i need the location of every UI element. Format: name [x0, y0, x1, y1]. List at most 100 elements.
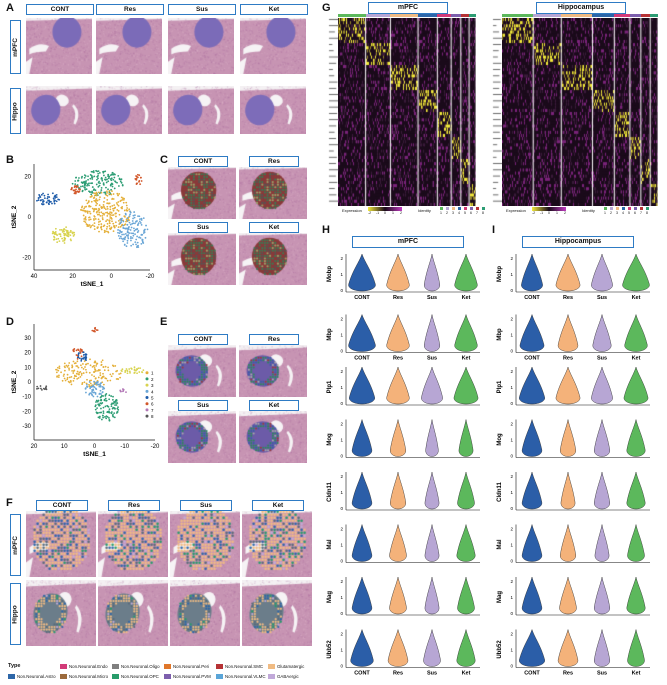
- tsne-point: [54, 231, 57, 233]
- tsne-point: [116, 203, 119, 206]
- identity-swatch: [622, 207, 625, 210]
- cluster-legend-dot: [145, 402, 149, 406]
- tsne-point: [98, 204, 101, 207]
- type-legend-item: Non.Neuronal.SMC: [216, 664, 264, 670]
- tsne-point: [125, 204, 128, 207]
- type-legend-label: Non.Neuronal.Endo: [69, 664, 108, 669]
- tsne-point: [77, 349, 80, 352]
- tissue-f-hippo: [242, 580, 312, 646]
- tsne-point: [79, 351, 82, 354]
- tsne-point: [68, 367, 70, 370]
- tsne-point: [111, 171, 114, 174]
- tsne-point: [69, 234, 72, 237]
- heat-legend-identity: Identity: [418, 208, 431, 213]
- tsne-point: [78, 357, 81, 360]
- tsne-point: [87, 225, 90, 228]
- tsne-point: [72, 360, 75, 363]
- heat-scale-tick: -2: [532, 211, 536, 215]
- tsne-point: [97, 376, 100, 379]
- tsne-point: [41, 388, 43, 391]
- tsne-point: [104, 405, 107, 408]
- violin-shape: [555, 253, 581, 292]
- tsne-point: [119, 180, 122, 183]
- violin-y-tick: 1: [340, 648, 343, 653]
- tsne-point: [107, 188, 109, 191]
- tsne-point: [66, 378, 69, 381]
- cluster-legend-label: 8: [151, 414, 154, 419]
- violin-y-tick: 0: [510, 454, 513, 459]
- tsne-point: [108, 219, 111, 222]
- violin-shape: [626, 419, 646, 457]
- condition-label: CONT: [178, 156, 228, 167]
- violin-y-tick: 1: [510, 595, 513, 600]
- type-legend-label: Non.Neuronal.SMC: [225, 664, 264, 669]
- heat-color-scale: [532, 207, 566, 211]
- violin-y-tick: 2: [510, 422, 513, 427]
- tsne-point: [138, 220, 141, 223]
- violin-y-tick: 1: [340, 490, 343, 495]
- tsne-point: [139, 367, 142, 370]
- tsne-point: [125, 220, 127, 223]
- tsne-point: [65, 229, 68, 232]
- identity-num: 6: [634, 211, 636, 215]
- violin-y-tick: 2: [340, 579, 343, 584]
- violin-shape: [560, 471, 576, 510]
- tsne-point: [88, 371, 91, 374]
- tsne-point: [136, 235, 139, 238]
- violin-shape: [421, 366, 443, 405]
- violin-y-tick: 2: [340, 256, 343, 261]
- tsne-point: [112, 209, 115, 212]
- tsne-point: [81, 382, 84, 384]
- tsne-point: [126, 231, 129, 234]
- tsne-point: [133, 227, 135, 230]
- tsne-point: [79, 208, 82, 211]
- tsne-point: [64, 238, 66, 240]
- violin-condition-label: Sus: [427, 356, 437, 362]
- tsne-point: [120, 178, 123, 181]
- identity-swatch: [446, 207, 449, 210]
- tsne-point: [36, 385, 39, 388]
- tsne-point: [72, 349, 75, 352]
- tsne-point: [84, 221, 87, 224]
- tsne-point: [74, 183, 77, 186]
- tsne-point: [136, 246, 138, 249]
- tsne-point: [121, 198, 124, 201]
- tsne-point: [129, 223, 132, 226]
- gene-label-column: [490, 18, 502, 206]
- identity-bar-segment: [629, 14, 641, 17]
- tsne-point: [63, 234, 66, 237]
- violin-y-tick: 0: [510, 506, 513, 511]
- tsne-point: [100, 225, 103, 228]
- type-legend-item: Non.Neuronal.Micro: [60, 674, 108, 680]
- tsne-point: [104, 176, 107, 179]
- type-legend-item: Non.Neuronal.PVM: [164, 674, 211, 680]
- tsne-point: [58, 367, 61, 370]
- tsne-point: [115, 224, 118, 227]
- violin-y-tick: 1: [340, 438, 343, 443]
- x-axis-label: tSNE_1: [81, 281, 104, 288]
- tsne-point: [133, 371, 136, 374]
- violin-shape: [557, 629, 579, 667]
- tsne-point: [58, 374, 60, 377]
- tsne-point: [141, 238, 144, 241]
- identity-num: 3: [452, 211, 454, 215]
- tsne-point: [130, 232, 133, 235]
- tsne-point: [132, 232, 135, 235]
- tsne-point: [93, 192, 96, 195]
- tsne-point: [51, 202, 53, 205]
- tsne-point: [93, 380, 96, 383]
- y-tick-label: 0: [28, 215, 32, 221]
- identity-bar-segment: [640, 14, 651, 17]
- tsne-point: [136, 241, 139, 244]
- violin-shape: [626, 471, 646, 510]
- tsne-point: [117, 234, 120, 237]
- tsne-point: [80, 366, 83, 369]
- panel-label-c: C: [160, 154, 168, 166]
- tissue-a-mpfc: [26, 18, 92, 74]
- tsne-point: [39, 196, 42, 199]
- tsne-point: [136, 176, 139, 179]
- identity-swatch: [616, 207, 619, 210]
- tsne-point: [107, 175, 109, 178]
- cluster-legend-label: 7: [151, 408, 154, 413]
- tsne-point: [79, 370, 82, 373]
